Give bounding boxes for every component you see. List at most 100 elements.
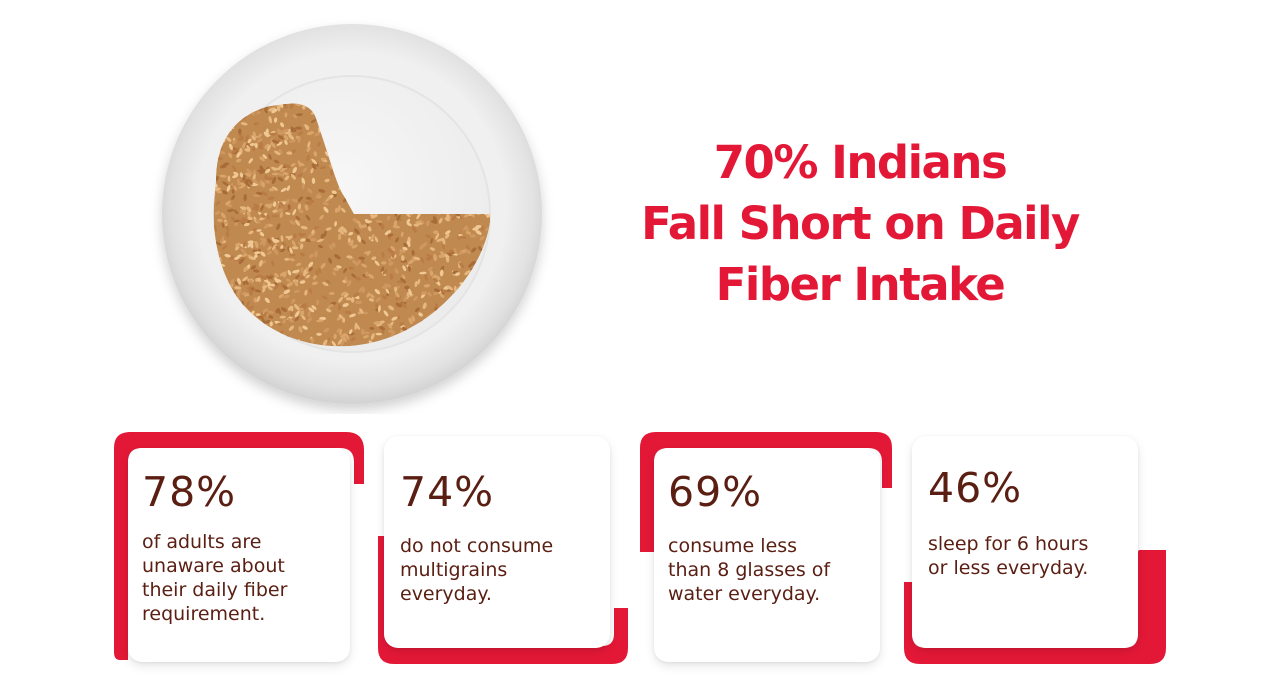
grain: [436, 238, 444, 242]
stat-desc-4-line-1: sleep for 6 hours: [928, 533, 1089, 555]
grain: [253, 269, 260, 273]
grain: [294, 280, 299, 287]
grain: [414, 307, 420, 312]
grain: [365, 271, 369, 277]
grain: [328, 257, 333, 264]
grain: [231, 188, 235, 195]
grain: [248, 179, 253, 185]
grain: [396, 280, 404, 284]
grain: [387, 323, 393, 329]
grain: [305, 214, 311, 221]
grain: [478, 246, 483, 252]
grain: [352, 259, 357, 265]
grain: [468, 263, 473, 268]
grain: [348, 231, 354, 236]
grain: [280, 235, 284, 242]
grain: [260, 213, 266, 218]
grain: [278, 103, 284, 108]
grain: [271, 172, 279, 176]
grain: [317, 267, 322, 274]
grain: [406, 222, 412, 227]
grain: [403, 242, 408, 248]
grain: [322, 339, 328, 347]
grain: [307, 311, 311, 318]
grain: [219, 150, 226, 155]
grain: [305, 274, 311, 279]
grain: [277, 128, 282, 136]
grain: [272, 244, 277, 251]
grain: [278, 201, 284, 207]
grain: [296, 173, 303, 178]
grain: [352, 217, 358, 223]
grain: [408, 317, 413, 325]
grain: [325, 196, 331, 202]
grain: [246, 300, 250, 308]
grain: [280, 187, 287, 193]
grain: [271, 260, 275, 267]
grain: [440, 251, 445, 256]
grain: [300, 225, 308, 230]
grain: [355, 323, 361, 330]
grain: [252, 131, 256, 137]
grain: [343, 292, 349, 298]
grain: [283, 134, 289, 141]
stat-desc-1: of adults are unaware about their daily …: [142, 530, 287, 626]
grain: [289, 247, 293, 254]
grain: [236, 178, 241, 186]
stat-percent-2: 74%: [400, 468, 495, 516]
grain: [432, 216, 438, 223]
stat-desc-2: do not consume multigrains everyday.: [400, 534, 553, 606]
grain: [433, 288, 441, 293]
grain: [249, 143, 256, 146]
grain: [342, 317, 346, 323]
grain: [325, 308, 332, 313]
grain: [306, 146, 311, 152]
grain: [299, 252, 306, 257]
grain: [225, 200, 231, 206]
grain: [285, 235, 292, 239]
grain: [291, 240, 296, 247]
grain: [256, 137, 263, 144]
grain: [380, 266, 385, 273]
grain: [373, 321, 381, 325]
grain: [385, 288, 390, 294]
grain: [247, 305, 255, 310]
grain: [360, 224, 368, 229]
grain: [265, 128, 269, 135]
grain: [364, 219, 370, 224]
grain: [269, 321, 273, 327]
grain: [387, 247, 394, 254]
stat-desc-3: consume less than 8 glasses of water eve…: [668, 534, 830, 606]
grain: [399, 249, 404, 256]
plate-with-grains-icon: [148, 18, 556, 414]
grain: [299, 280, 306, 284]
stat-desc-2-line-1: do not consume: [400, 535, 554, 557]
grain: [404, 285, 410, 290]
grain: [329, 164, 334, 170]
grain: [240, 122, 248, 126]
grain: [453, 248, 458, 254]
grain: [346, 255, 353, 259]
grain: [333, 333, 337, 340]
grain: [222, 244, 228, 250]
grain: [278, 293, 284, 299]
grain: [276, 141, 283, 146]
grain: [321, 157, 327, 161]
grain: [383, 283, 392, 288]
grain: [322, 201, 329, 206]
grain: [388, 261, 394, 266]
grain: [217, 218, 223, 223]
grain: [393, 220, 398, 228]
grain: [266, 250, 272, 255]
grain: [350, 337, 356, 342]
grain: [351, 244, 358, 249]
grain: [248, 279, 254, 284]
grain: [296, 113, 303, 117]
grain: [369, 326, 375, 330]
grain: [344, 276, 348, 284]
grain: [236, 288, 242, 296]
grain: [308, 267, 313, 272]
grain: [274, 277, 279, 284]
grain: [245, 172, 252, 177]
grain: [318, 188, 326, 193]
